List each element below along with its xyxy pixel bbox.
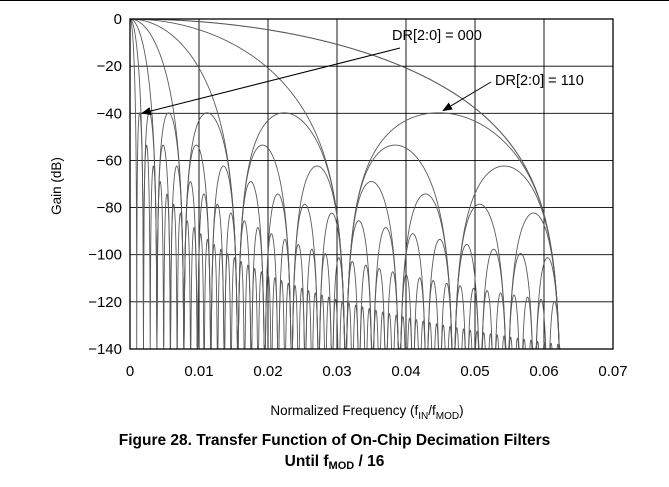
y-tick-label: 0 <box>114 11 122 28</box>
filter-curves <box>130 19 562 349</box>
x-tick-label: 0.04 <box>391 363 420 380</box>
caption-line-1: Figure 28. Transfer Function of On-Chip … <box>118 432 551 449</box>
annotations: DR[2:0] = 000 DR[2:0] = 110 <box>140 28 584 115</box>
y-tick-label: −40 <box>97 105 122 122</box>
annotation-label: DR[2:0] = 110 <box>495 73 584 89</box>
filter-curve <box>130 19 562 349</box>
filter-curve <box>130 19 562 349</box>
x-tick-labels: 0 0.01 0.02 0.03 0.04 0.05 0.06 0.07 <box>126 363 628 380</box>
x-tick-label: 0.02 <box>253 363 282 380</box>
y-tick-label: −100 <box>88 247 122 264</box>
plot-frame <box>129 18 614 350</box>
annotation-label: DR[2:0] = 000 <box>392 28 482 44</box>
top-rule <box>0 0 669 1</box>
annotation-arrow <box>442 81 492 112</box>
x-tick-label: 0.07 <box>598 363 627 380</box>
y-tick-labels: 0 −20 −40 −60 −80 −100 −120 −140 <box>88 11 122 358</box>
y-tick-label: −120 <box>88 294 122 311</box>
y-tick-label: −140 <box>88 341 122 358</box>
filter-curve <box>130 19 562 349</box>
chart: 0−20−40−60−80−100−120−140 0 0.01 0.02 0.03 0… <box>49 11 628 422</box>
y-tick-label: −20 <box>97 58 122 75</box>
filter-curve <box>130 19 562 349</box>
x-tick-label: 0.03 <box>322 363 351 380</box>
y-axis-label: Gain (dB) <box>49 157 64 215</box>
x-tick-label: 0 <box>126 363 134 380</box>
x-tick-label: 0.01 <box>184 363 213 380</box>
y-tick-label: −60 <box>97 152 122 169</box>
filter-curve <box>130 19 562 349</box>
y-tick-label: −80 <box>97 200 122 217</box>
annotation-arrow <box>140 47 401 115</box>
filter-curve <box>130 19 562 349</box>
x-axis-label: Normalized Frequency (fIN/fMOD) <box>270 403 463 422</box>
x-tick-label: 0.06 <box>529 363 558 380</box>
caption-line-2: Until fMOD / 16 <box>284 453 385 472</box>
filter-curve <box>130 19 562 349</box>
x-tick-label: 0.05 <box>460 363 489 380</box>
